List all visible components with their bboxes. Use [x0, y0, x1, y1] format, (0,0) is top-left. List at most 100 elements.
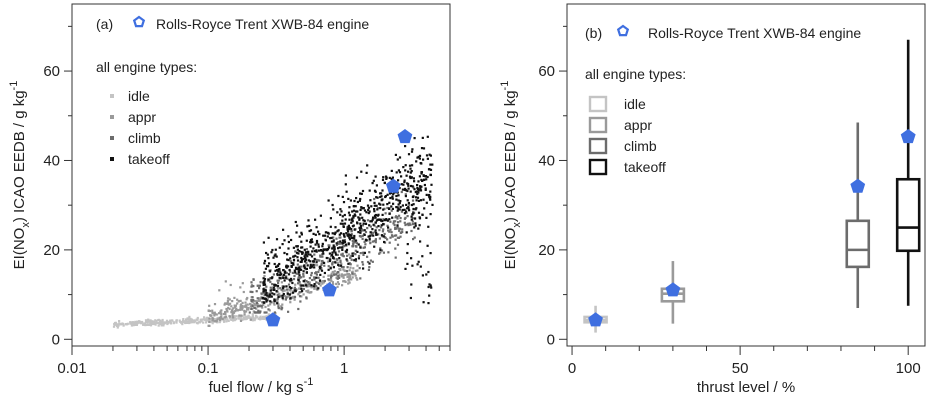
data-point	[146, 321, 149, 324]
data-point	[407, 187, 410, 190]
data-point	[413, 188, 416, 191]
data-point	[257, 297, 261, 300]
data-point	[341, 245, 345, 248]
data-point	[414, 208, 417, 211]
data-point	[407, 224, 410, 227]
data-point	[239, 299, 242, 302]
panel-b-legend: idle appr climb takeoff	[588, 95, 666, 176]
data-point	[419, 185, 422, 188]
data-point	[361, 261, 364, 264]
data-point	[280, 288, 283, 291]
data-point	[280, 308, 283, 311]
data-point	[325, 256, 328, 260]
data-point	[361, 237, 364, 240]
data-point	[313, 257, 316, 261]
data-point	[367, 235, 370, 238]
data-point	[251, 319, 254, 322]
data-point	[411, 223, 415, 226]
data-point	[403, 179, 406, 182]
data-point	[147, 318, 150, 321]
data-point	[254, 314, 258, 317]
legend-marker	[110, 157, 114, 161]
data-point	[318, 265, 321, 268]
data-point	[278, 262, 281, 266]
data-point	[335, 276, 338, 279]
data-point	[312, 247, 315, 250]
data-point	[265, 251, 268, 255]
data-point	[264, 305, 267, 309]
data-point	[257, 299, 260, 302]
data-point	[340, 275, 343, 278]
data-point	[410, 257, 413, 260]
data-point	[366, 227, 369, 230]
data-point	[343, 238, 346, 242]
data-point	[124, 323, 127, 326]
data-point	[276, 284, 280, 288]
data-point	[318, 249, 321, 252]
data-point	[366, 260, 370, 264]
data-point	[347, 233, 350, 236]
data-point	[232, 319, 235, 322]
data-point	[427, 168, 431, 171]
data-point	[220, 317, 223, 320]
data-point	[307, 253, 310, 256]
data-point	[429, 284, 432, 287]
data-point	[239, 305, 242, 309]
data-point	[347, 197, 350, 200]
data-point	[362, 222, 365, 225]
data-point	[422, 198, 425, 201]
data-point	[161, 318, 164, 322]
legend-marker	[588, 158, 608, 176]
data-point	[308, 282, 311, 286]
data-point	[410, 283, 413, 286]
data-point	[404, 145, 407, 148]
data-point	[377, 218, 380, 221]
data-point	[134, 320, 137, 323]
data-point	[404, 164, 407, 167]
data-point	[227, 303, 230, 306]
data-point	[361, 207, 364, 210]
data-point	[263, 259, 267, 262]
data-point	[422, 158, 425, 161]
data-point	[330, 236, 333, 239]
data-point	[267, 308, 270, 311]
panel-a-label: (a)	[96, 16, 113, 32]
data-point	[247, 316, 250, 319]
data-point	[263, 280, 266, 283]
data-point	[342, 280, 345, 283]
data-point	[206, 316, 209, 319]
data-point	[266, 299, 269, 302]
data-point	[280, 273, 283, 276]
data-point	[301, 251, 304, 254]
data-point	[400, 231, 403, 234]
data-point	[331, 262, 334, 265]
data-point	[299, 291, 302, 294]
data-point	[305, 248, 308, 251]
data-point	[354, 269, 357, 272]
data-point	[259, 310, 262, 313]
data-point	[359, 277, 362, 280]
panel-b-legend-title: all engine types:	[585, 66, 686, 82]
data-point	[342, 232, 345, 236]
data-point	[347, 224, 350, 227]
data-point	[284, 298, 287, 301]
data-point	[424, 188, 427, 191]
data-point	[373, 204, 376, 207]
data-point	[417, 191, 420, 194]
data-point	[287, 258, 290, 262]
data-point	[290, 287, 293, 290]
data-point	[410, 203, 414, 207]
data-point	[355, 176, 359, 179]
data-point	[356, 222, 359, 225]
data-point	[388, 207, 391, 210]
data-point	[266, 296, 269, 299]
data-point	[376, 208, 379, 211]
data-point	[256, 297, 259, 300]
data-point	[362, 253, 365, 256]
data-point	[157, 324, 160, 327]
data-point	[313, 276, 316, 279]
data-point	[302, 287, 305, 291]
data-point	[408, 175, 412, 178]
data-point	[274, 248, 277, 251]
data-point	[373, 201, 376, 204]
